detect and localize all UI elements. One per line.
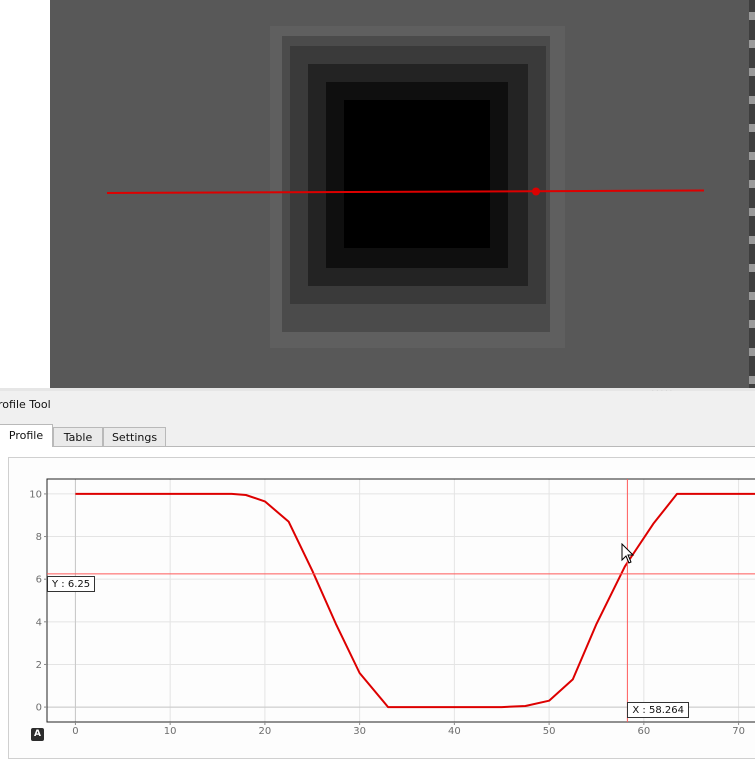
mouse-cursor-icon <box>621 543 635 564</box>
tab-settings[interactable]: Settings <box>103 427 166 446</box>
y-readout: Y : 6.25 <box>47 575 96 592</box>
profile-line-handle[interactable] <box>532 187 540 196</box>
image-blob <box>270 26 565 348</box>
tab-table[interactable]: Table <box>53 427 103 446</box>
auto-scale-button[interactable]: A <box>31 728 44 741</box>
blob-core <box>344 100 490 248</box>
image-viewer[interactable] <box>50 0 755 388</box>
image-right-edge-pattern <box>749 0 755 388</box>
image-canvas <box>106 0 755 388</box>
profile-line[interactable] <box>106 189 705 194</box>
x-readout: X : 58.264 <box>627 702 689 718</box>
splitter[interactable] <box>0 388 755 391</box>
tab-profile[interactable]: Profile <box>0 424 53 447</box>
left-margin <box>0 0 50 388</box>
panel-title: rofile Tool <box>0 398 51 411</box>
profile-tool-panel: rofile Tool Profile Table Settings <box>0 391 755 759</box>
